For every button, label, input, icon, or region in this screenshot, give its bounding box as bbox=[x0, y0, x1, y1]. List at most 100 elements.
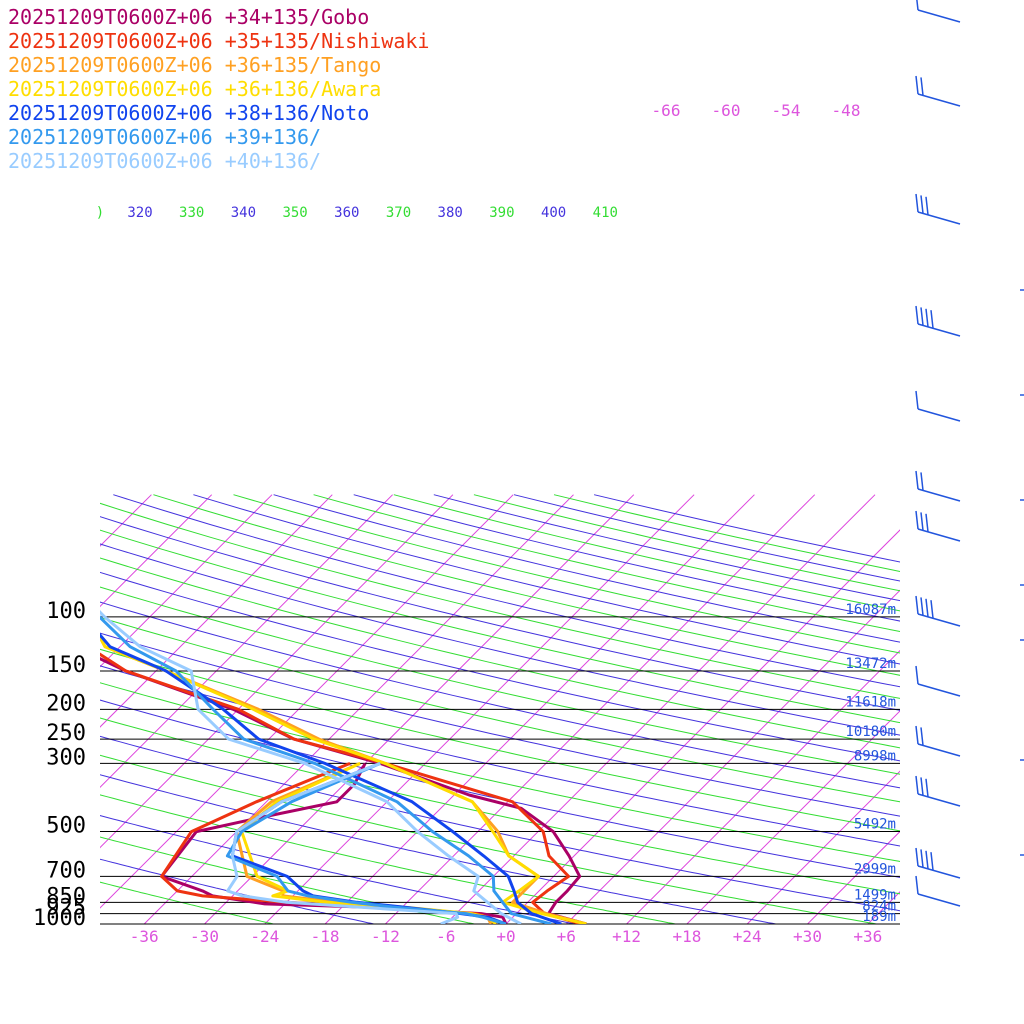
dry-adiabat-line bbox=[100, 586, 900, 775]
sounding-profiles bbox=[100, 609, 587, 924]
dry-adiabat-line bbox=[100, 529, 900, 724]
legend: 20251209T0600Z+06 +34+135/Gobo20251209T0… bbox=[8, 5, 429, 173]
isotherm-line bbox=[0, 495, 31, 924]
theta-label: 350 bbox=[282, 205, 307, 221]
dry-adiabat-line bbox=[393, 494, 900, 612]
theta-label: 320 bbox=[127, 205, 152, 221]
height-label: 189m bbox=[862, 909, 896, 925]
series-dew-line bbox=[225, 762, 507, 924]
temp-tick-label: +30 bbox=[793, 927, 822, 946]
top-temp-label: -48 bbox=[832, 101, 861, 120]
top-temp-label: -54 bbox=[772, 101, 801, 120]
height-label: 13472m bbox=[845, 656, 896, 672]
dry-adiabat-line bbox=[100, 616, 900, 803]
pressure-tick-label: 850 bbox=[46, 884, 86, 909]
wind-barb-icon bbox=[915, 305, 961, 337]
legend-entry: 20251209T0600Z+06 +35+135/Nishiwaki bbox=[8, 29, 429, 53]
series-dew-line bbox=[226, 762, 460, 924]
height-label: 2999m bbox=[854, 861, 896, 877]
wind-barb-icon bbox=[915, 775, 961, 807]
top-temp-label: -66 bbox=[652, 101, 681, 120]
dry-adiabat-line bbox=[100, 699, 900, 878]
temp-tick-label: -18 bbox=[311, 927, 340, 946]
theta-label: 380 bbox=[438, 205, 463, 221]
pressure-tick-label: 150 bbox=[46, 653, 86, 678]
wind-barb-icon bbox=[915, 193, 961, 225]
top-temp-label: -60 bbox=[712, 101, 741, 120]
legend-entry: 20251209T0600Z+06 +36+136/Awara bbox=[8, 77, 381, 101]
temp-tick-label: -24 bbox=[250, 927, 279, 946]
temp-tick-label: +24 bbox=[733, 927, 762, 946]
theta-label: 370 bbox=[386, 205, 411, 221]
height-label: 1499m bbox=[854, 887, 896, 903]
theta-label-partial: ) bbox=[96, 205, 104, 221]
isotherm-line bbox=[746, 770, 900, 924]
temp-tick-label: +6 bbox=[557, 927, 576, 946]
isotherm-line bbox=[686, 710, 900, 924]
dry-adiabat-line bbox=[100, 794, 678, 924]
dry-adiabat-line bbox=[193, 494, 900, 665]
wind-barb-icon bbox=[916, 0, 961, 23]
dry-adiabat-line bbox=[100, 754, 880, 924]
legend-entry: 20251209T0600Z+06 +34+135/Gobo bbox=[8, 5, 369, 29]
dry-adiabat-line bbox=[100, 665, 900, 847]
dry-adiabat-line bbox=[100, 717, 900, 895]
theta-label: 340 bbox=[231, 205, 256, 221]
pressure-tick-label: 925 bbox=[46, 896, 86, 921]
temp-tick-label: -36 bbox=[130, 927, 159, 946]
dry-adiabat-line bbox=[100, 881, 276, 924]
dry-adiabat-line bbox=[100, 648, 900, 832]
pressure-tick-label: 500 bbox=[46, 814, 86, 839]
temp-tick-label: -12 bbox=[371, 927, 400, 946]
wind-barb-icon bbox=[915, 595, 961, 627]
series-temp-line bbox=[100, 633, 587, 924]
isotherm-line bbox=[807, 830, 900, 924]
temp-tick-label: +12 bbox=[612, 927, 641, 946]
height-label: 5492m bbox=[854, 817, 896, 833]
height-label: 10180m bbox=[845, 724, 896, 740]
wind-barb-icon bbox=[915, 875, 961, 907]
height-label: 8998m bbox=[854, 748, 896, 764]
wind-barb-icon bbox=[915, 847, 961, 879]
pressure-tick-label: 700 bbox=[46, 858, 86, 883]
series-temp-line bbox=[100, 633, 587, 924]
temp-tick-label: -6 bbox=[436, 927, 455, 946]
dry-adiabat-line bbox=[100, 632, 900, 817]
series-temp-line bbox=[100, 615, 552, 924]
theta-label: 330 bbox=[179, 205, 204, 221]
legend-entry: 20251209T0600Z+06 +40+136/ bbox=[8, 149, 321, 173]
theta-label: 390 bbox=[489, 205, 514, 221]
temp-tick-label: +0 bbox=[496, 927, 515, 946]
height-label: 16087m bbox=[845, 602, 896, 618]
temp-tick-label: +36 bbox=[853, 927, 882, 946]
height-label: 11618m bbox=[845, 694, 896, 710]
theta-label: 400 bbox=[541, 205, 566, 221]
wind-barb-icon bbox=[915, 390, 961, 422]
pressure-tick-label: 300 bbox=[46, 745, 86, 770]
temp-tick-label: +18 bbox=[672, 927, 701, 946]
wind-barb-icon bbox=[915, 725, 961, 757]
wind-barbs bbox=[915, 0, 1024, 907]
dry-adiabat-line bbox=[100, 774, 779, 924]
legend-entry: 20251209T0600Z+06 +36+135/Tango bbox=[8, 53, 381, 77]
pressure-tick-label: 200 bbox=[46, 691, 86, 716]
pressure-tick-label: 100 bbox=[46, 599, 86, 624]
series-temp-line bbox=[100, 657, 587, 924]
legend-entry: 20251209T0600Z+06 +38+136/Noto bbox=[8, 101, 369, 125]
theta-label: 360 bbox=[334, 205, 359, 221]
dry-adiabat-line bbox=[100, 601, 900, 789]
wind-barb-icon bbox=[915, 665, 961, 697]
dry-adiabat-line bbox=[273, 494, 900, 643]
legend-entry: 20251209T0600Z+06 +39+136/ bbox=[8, 125, 321, 149]
dry-adiabat-line bbox=[100, 557, 900, 749]
isotherm-line bbox=[100, 494, 213, 608]
isotherm-line bbox=[100, 494, 273, 668]
wind-barb-icon bbox=[915, 75, 961, 107]
dry-adiabat-line bbox=[100, 571, 900, 762]
series-temp-line bbox=[100, 609, 522, 924]
dry-adiabat-line bbox=[100, 858, 377, 924]
series-temp-line bbox=[100, 632, 562, 924]
